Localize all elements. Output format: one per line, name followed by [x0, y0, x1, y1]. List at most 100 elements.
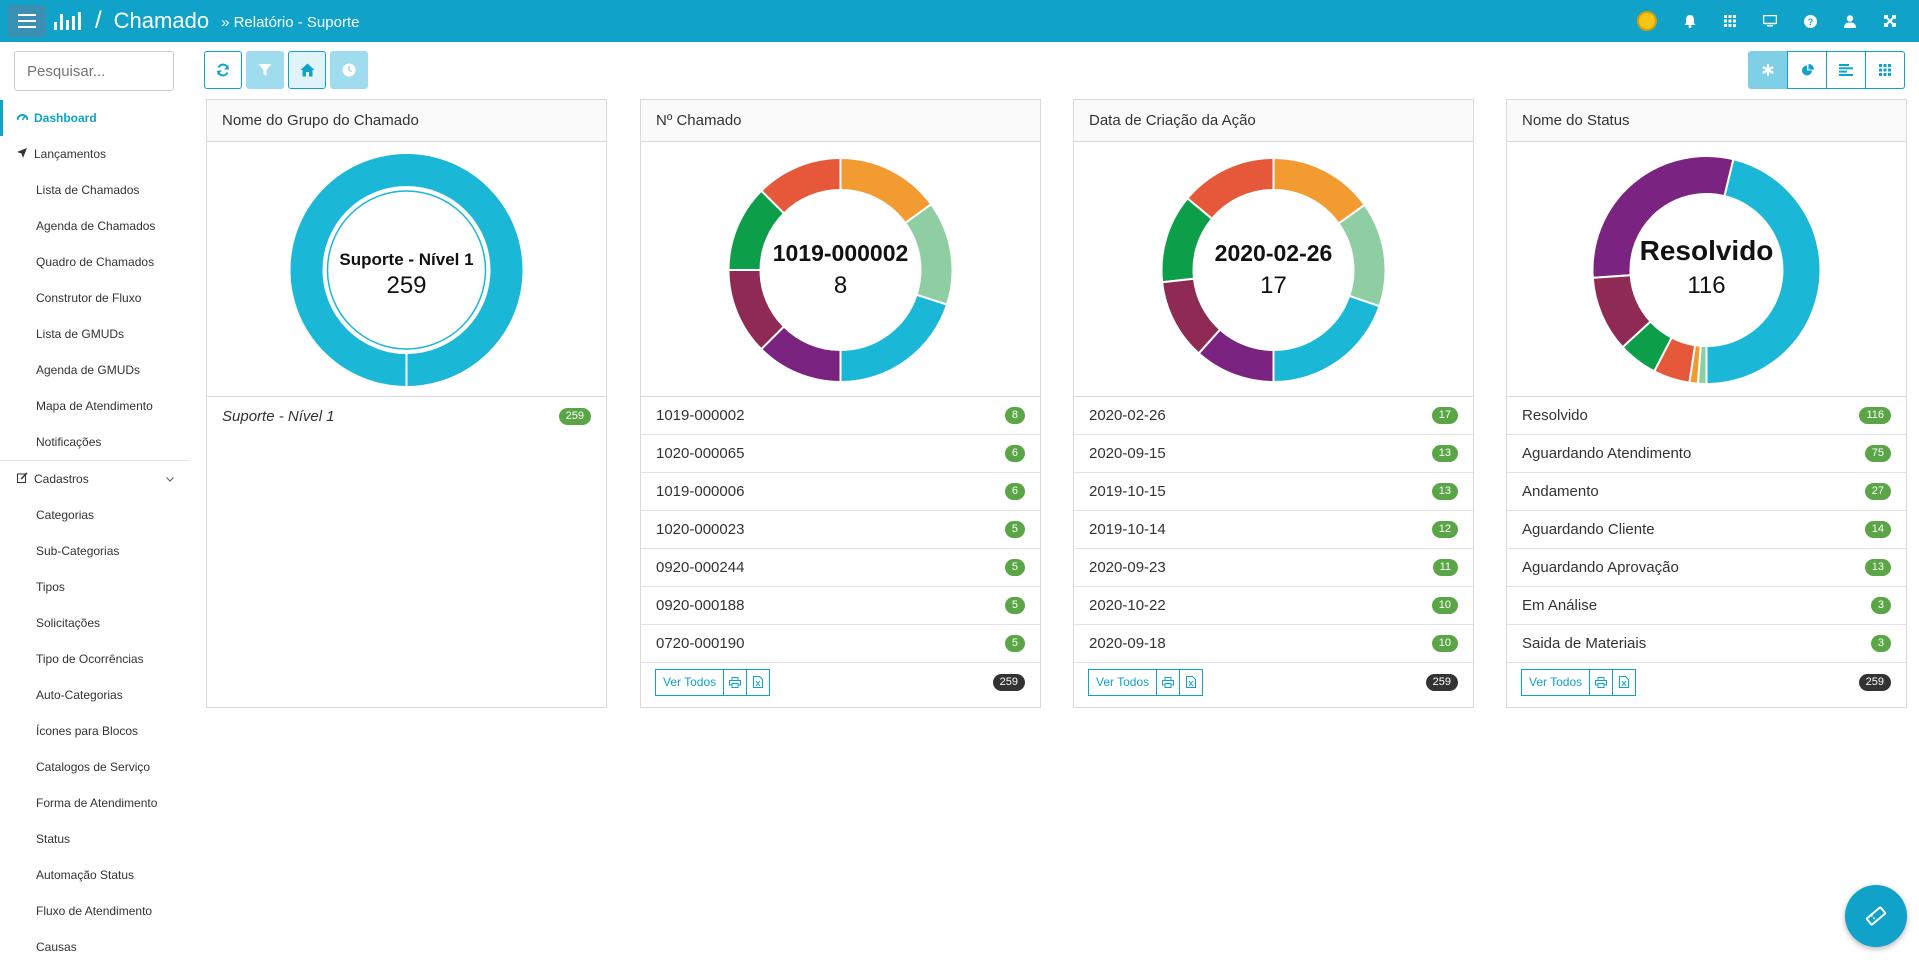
donut-slice[interactable]: [288, 152, 525, 388]
expand-icon[interactable]: [1883, 14, 1897, 28]
list-item[interactable]: Aguardando Cliente 14: [1507, 511, 1906, 549]
donut-slice[interactable]: [839, 156, 933, 225]
panel-footer: Ver Todos 259: [641, 663, 1040, 701]
sidebar-subitem[interactable]: Tipo de Ocorrências: [0, 641, 190, 677]
list-item[interactable]: 2019-10-14 12: [1074, 511, 1473, 549]
list-item[interactable]: 2020-09-18 10: [1074, 625, 1473, 663]
donut-center-label: 2020-02-26: [1214, 240, 1333, 266]
list-item[interactable]: 1019-000002 8: [641, 397, 1040, 435]
excel-export-button[interactable]: [1179, 668, 1204, 696]
sidebar-subitem[interactable]: Auto-Categorias: [0, 677, 190, 713]
new-ticket-fab-button[interactable]: [1845, 885, 1907, 947]
sidebar-subitem[interactable]: Forma de Atendimento: [0, 785, 190, 821]
list-item[interactable]: 0720-000190 5: [641, 625, 1040, 663]
donut-slice[interactable]: [1591, 155, 1735, 279]
list-item[interactable]: 1019-000006 6: [641, 473, 1040, 511]
view-all-button[interactable]: Ver Todos: [655, 668, 725, 696]
donut-chart-svg: [1160, 156, 1387, 384]
donut-slice[interactable]: [759, 325, 842, 384]
sidebar-item-dashboard[interactable]: Dashboard: [0, 100, 190, 136]
sidebar-section-cadastros[interactable]: Cadastros: [0, 461, 190, 497]
history-button[interactable]: [330, 51, 368, 89]
donut-slice[interactable]: [839, 293, 949, 384]
sidebar-section-lancamentos[interactable]: Lançamentos: [0, 136, 190, 172]
print-button[interactable]: [1589, 668, 1614, 696]
count-badge: 6: [1004, 445, 1025, 462]
list-item-label: Aguardando Aprovação: [1522, 559, 1679, 576]
sidebar-subitem[interactable]: Causas: [0, 929, 190, 965]
sidebar-subitem[interactable]: Agenda de Chamados: [0, 208, 190, 244]
list-item[interactable]: 2020-09-15 13: [1074, 435, 1473, 473]
list-item[interactable]: Andamento 27: [1507, 473, 1906, 511]
excel-file-icon: [1186, 676, 1197, 688]
list-item[interactable]: 1020-000065 6: [641, 435, 1040, 473]
print-button[interactable]: [1156, 668, 1181, 696]
list-item[interactable]: 0920-000188 5: [641, 587, 1040, 625]
bell-icon[interactable]: [1683, 14, 1697, 28]
bars-view-button[interactable]: [1826, 51, 1866, 89]
sidebar-subitem[interactable]: Automação Status: [0, 857, 190, 893]
sidebar-subitem[interactable]: Fluxo de Atendimento: [0, 893, 190, 929]
panel-title: Nome do Status: [1507, 100, 1906, 142]
sidebar-subitem[interactable]: Ícones para Blocos: [0, 713, 190, 749]
sidebar-subitem-label: Forma de Atendimento: [36, 796, 158, 810]
sidebar-subitem[interactable]: Construtor de Fluxo: [0, 280, 190, 316]
list-item-label: 2020-09-18: [1089, 635, 1166, 652]
sidebar-subitem[interactable]: Notificações: [0, 424, 190, 460]
list-item-label: 2020-09-15: [1089, 445, 1166, 462]
hamburger-menu-button[interactable]: [8, 5, 46, 37]
refresh-button[interactable]: [204, 51, 242, 89]
sidebar-subitem[interactable]: Status: [0, 821, 190, 857]
sidebar-subitem[interactable]: Mapa de Atendimento: [0, 388, 190, 424]
sidebar-subitem-label: Agenda de Chamados: [36, 219, 156, 233]
sidebar-divider: [0, 460, 190, 461]
list-item[interactable]: Saida de Materiais 3: [1507, 625, 1906, 663]
list-item[interactable]: 0920-000244 5: [641, 549, 1040, 587]
donut-slice[interactable]: [1272, 156, 1366, 225]
list-item[interactable]: 1020-000023 5: [641, 511, 1040, 549]
grid-icon[interactable]: [1723, 14, 1737, 28]
list-item[interactable]: 2020-10-22 10: [1074, 587, 1473, 625]
sidebar-subitem[interactable]: Quadro de Chamados: [0, 244, 190, 280]
sidebar-subitem[interactable]: Solicitações: [0, 605, 190, 641]
donut-slice[interactable]: [1272, 294, 1381, 384]
list-item[interactable]: 2020-02-26 17: [1074, 397, 1473, 435]
donut-slice[interactable]: [1197, 328, 1275, 384]
print-button[interactable]: [723, 668, 748, 696]
list-item[interactable]: Aguardando Aprovação 13: [1507, 549, 1906, 587]
excel-export-button[interactable]: [1612, 668, 1637, 696]
pie-view-button[interactable]: [1787, 51, 1827, 89]
list-item[interactable]: Aguardando Atendimento 75: [1507, 435, 1906, 473]
help-icon[interactable]: ?: [1803, 14, 1817, 28]
grid-view-button[interactable]: [1865, 51, 1905, 89]
sidebar-subitem[interactable]: Sub-Categorias: [0, 533, 190, 569]
view-all-button[interactable]: Ver Todos: [1088, 668, 1158, 696]
view-all-button[interactable]: Ver Todos: [1521, 668, 1591, 696]
app-title[interactable]: Chamado: [113, 8, 210, 33]
sidebar-subitem[interactable]: Lista de GMUDs: [0, 316, 190, 352]
list-item[interactable]: Suporte - Nível 1 259: [207, 397, 606, 435]
home-button[interactable]: [288, 51, 326, 89]
donut-slice[interactable]: [1705, 157, 1822, 386]
monitor-icon[interactable]: [1763, 14, 1777, 28]
list-item[interactable]: 2019-10-15 13: [1074, 473, 1473, 511]
list-item[interactable]: Resolvido 116: [1507, 397, 1906, 435]
filter-button[interactable]: [246, 51, 284, 89]
sidebar-subitem[interactable]: Tipos: [0, 569, 190, 605]
list-item[interactable]: 2020-09-23 11: [1074, 549, 1473, 587]
user-icon[interactable]: [1843, 14, 1857, 28]
sidebar-subitem[interactable]: Lista de Chamados: [0, 172, 190, 208]
list-item[interactable]: Em Análise 3: [1507, 587, 1906, 625]
excel-export-button[interactable]: [746, 668, 771, 696]
donut-chart: 1019-000002 8: [641, 142, 1040, 397]
coin-icon[interactable]: [1637, 11, 1657, 31]
sidebar-subitem[interactable]: Agenda de GMUDs: [0, 352, 190, 388]
sidebar-subitem[interactable]: Categorias: [0, 497, 190, 533]
sidebar-subitem[interactable]: Catalogos de Serviço: [0, 749, 190, 785]
report-panel: Data de Criação da Ação 2020-02-26 17 2020-…: [1073, 99, 1474, 708]
search-input[interactable]: [14, 51, 174, 91]
list-item-label: 1019-000002: [656, 407, 745, 424]
sidebar-item-label: Dashboard: [34, 111, 97, 125]
asterisk-view-button[interactable]: [1748, 51, 1788, 89]
donut-slice[interactable]: [1696, 344, 1708, 386]
